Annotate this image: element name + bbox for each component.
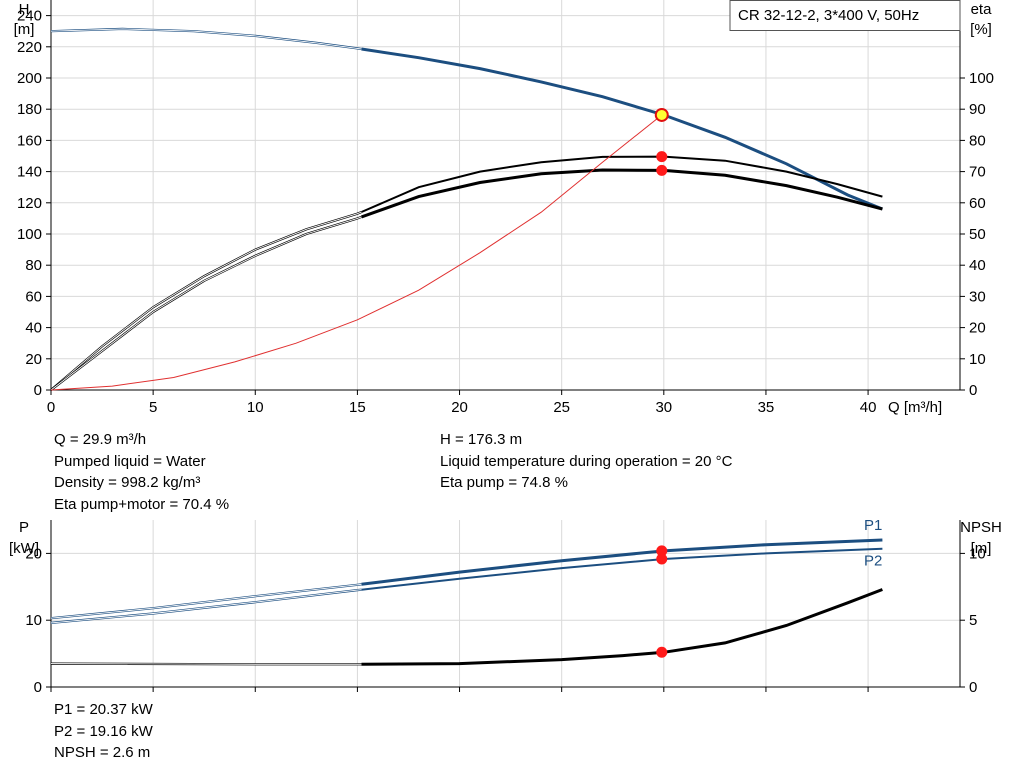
y-tick-label: 100 — [17, 226, 42, 243]
x-tick-label: 10 — [247, 399, 264, 416]
eta_pump-curve-low-inner — [50, 211, 362, 391]
info-block-top-right: H = 176.3 m Liquid temperature during op… — [440, 429, 732, 494]
p1-curve-low-inner — [50, 583, 362, 619]
operating-point-marker — [656, 164, 668, 176]
y-tick-label: 160 — [17, 132, 42, 149]
eta_total-curve — [360, 168, 883, 219]
y-tick-label: 10 — [25, 612, 42, 629]
info-line: Eta pump = 74.8 % — [440, 474, 568, 491]
eta_total-curve-low-inner — [50, 216, 362, 391]
info-line: H = 176.3 m — [440, 431, 523, 448]
y-tick-label: 0 — [34, 679, 42, 696]
x-tick-label: 25 — [553, 399, 570, 416]
y2-tick-label: 0 — [969, 679, 977, 696]
info-line: P1 = 20.37 kW — [54, 701, 153, 718]
title-box — [729, 0, 961, 31]
operating-point-marker — [656, 646, 668, 658]
y-tick-label: 0 — [34, 382, 42, 399]
y-tick-label: 120 — [17, 195, 42, 212]
x-axis-label: Q [m³/h] — [888, 399, 942, 416]
npsh-curve — [361, 588, 883, 666]
series-label-p1: P1 — [864, 517, 882, 534]
y-tick-label: 20 — [25, 351, 42, 368]
y-tick-label: 40 — [25, 320, 42, 337]
eta_total-curve-low-outline — [50, 215, 362, 391]
x-tick-label: 40 — [860, 399, 877, 416]
y-tick-label: 220 — [17, 39, 42, 56]
x-tick-label: 15 — [349, 399, 366, 416]
y-tick-label: 60 — [25, 288, 42, 305]
info-block-bottom: P1 = 20.37 kW P2 = 19.16 kW NPSH = 2.6 m — [54, 699, 153, 764]
head-curve-low-inner — [50, 28, 362, 50]
y-tick-label: 20 — [25, 545, 42, 562]
system-curve — [50, 114, 663, 391]
y2-tick-label: 10 — [969, 545, 986, 562]
p2-curve-low-outline — [50, 588, 362, 624]
y-axis-unit: [kW] — [9, 540, 39, 557]
info-block-top-left: Q = 29.9 m³/h Pumped liquid = Water Dens… — [54, 429, 229, 515]
p2-curve-low-inner — [50, 589, 362, 624]
info-line: Liquid temperature during operation = 20… — [440, 452, 733, 470]
y2-tick-label: 90 — [969, 101, 986, 118]
info-line: Q = 29.9 m³/h — [54, 431, 147, 448]
y2-tick-label: 100 — [969, 70, 994, 87]
info-line: Density = 998.2 kg/m³ — [54, 474, 201, 491]
y2-tick-label: 50 — [969, 226, 986, 243]
y2-tick-label: 80 — [969, 132, 986, 149]
series-label-p2: P2 — [864, 553, 882, 570]
y-tick-label: 240 — [17, 8, 42, 25]
p2-curve — [361, 547, 883, 591]
y2-axis-unit: [%] — [970, 21, 992, 38]
operating-point-marker — [656, 553, 668, 565]
y-tick-label: 140 — [17, 164, 42, 181]
y-axis-label: H — [19, 1, 30, 18]
y2-tick-label: 10 — [969, 351, 986, 368]
p1-curve — [361, 538, 883, 586]
operating-point-marker — [656, 545, 668, 557]
y-tick-label: 180 — [17, 101, 42, 118]
y2-axis-label: eta — [971, 1, 993, 18]
eta_pump-curve-low-outline — [50, 210, 362, 391]
operating-point-marker — [656, 151, 668, 163]
x-tick-label: 30 — [655, 399, 672, 416]
y2-axis-label: NPSH — [960, 519, 1002, 536]
y2-tick-label: 30 — [969, 288, 986, 305]
info-line: P2 = 19.16 kW — [54, 722, 153, 740]
npsh-curve-low-inner — [50, 663, 362, 665]
eta_pump-curve — [361, 155, 883, 213]
y2-tick-label: 0 — [969, 382, 977, 399]
y-axis-unit: [m] — [14, 21, 35, 38]
x-tick-label: 5 — [149, 399, 157, 416]
y2-tick-label: 60 — [969, 195, 986, 212]
info-line: Eta pump+motor = 70.4 % — [54, 495, 230, 513]
y2-tick-label: 70 — [969, 164, 986, 181]
x-tick-label: 35 — [758, 399, 775, 416]
head-curve — [361, 47, 883, 211]
y2-tick-label: 40 — [969, 257, 986, 274]
y-tick-label: 200 — [17, 70, 42, 87]
y2-tick-label: 5 — [969, 612, 977, 629]
x-tick-label: 0 — [47, 399, 55, 416]
y-axis-label: P — [19, 519, 29, 536]
info-line: Pumped liquid = Water — [54, 452, 206, 470]
chart-title: CR 32-12-2, 3*400 V, 50Hz — [738, 7, 919, 24]
x-tick-label: 20 — [451, 399, 468, 416]
duty-point-marker — [654, 107, 669, 122]
info-line: NPSH = 2.6 m — [54, 744, 151, 761]
y2-axis-unit: [m] — [971, 540, 992, 557]
y-tick-label: 80 — [25, 257, 42, 274]
y2-tick-label: 20 — [969, 320, 986, 337]
